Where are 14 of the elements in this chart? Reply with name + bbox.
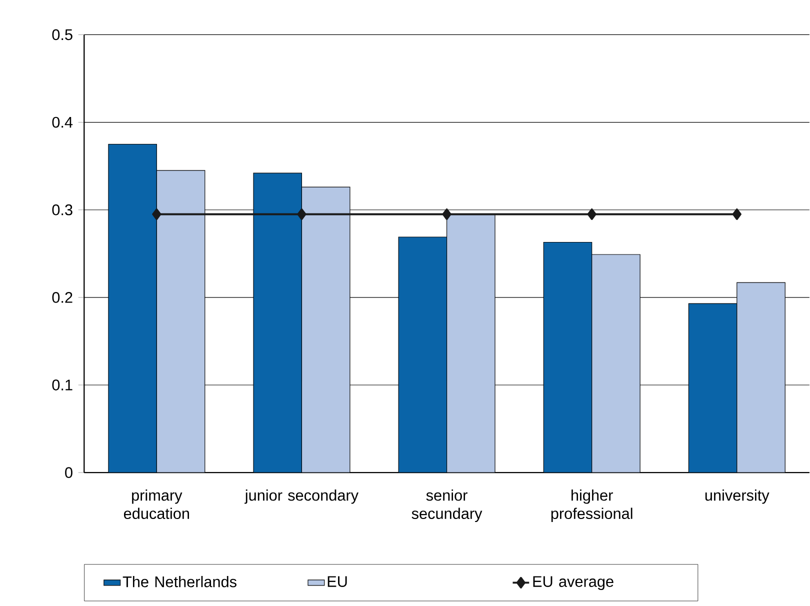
y-tick-label: 0.4: [52, 116, 73, 128]
y-tick-label: 0.2: [52, 292, 72, 304]
y-tick-label: 0.3: [52, 204, 72, 216]
y-tick-label: 0: [65, 467, 72, 478]
x-tick-label: primary education: [124, 490, 189, 520]
legend-label: EU: [328, 576, 347, 588]
legend-label: EU average: [533, 576, 614, 590]
y-tick-label: 0.5: [52, 29, 72, 40]
legend-label: The Netherlands: [122, 576, 236, 588]
y-tick-label: 0.1: [52, 380, 72, 391]
x-tick-label: senior secundary: [412, 490, 482, 522]
x-tick-label: junior secondary: [244, 490, 358, 504]
x-tick-label: higher professional: [551, 490, 632, 522]
x-tick-label: university: [705, 490, 770, 504]
